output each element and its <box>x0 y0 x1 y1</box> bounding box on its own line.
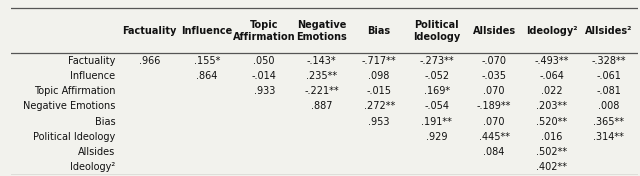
Text: -.070: -.070 <box>481 56 506 66</box>
Text: -.061: -.061 <box>596 71 621 81</box>
Text: Factuality: Factuality <box>122 26 177 36</box>
Text: .022: .022 <box>541 86 563 96</box>
Text: Negative Emotions: Negative Emotions <box>23 101 116 111</box>
Text: .272**: .272** <box>364 101 395 111</box>
Text: .050: .050 <box>253 56 275 66</box>
Text: Influence: Influence <box>70 71 116 81</box>
Text: .365**: .365** <box>593 117 625 127</box>
Text: -.143*: -.143* <box>307 56 337 66</box>
Text: -.064: -.064 <box>539 71 564 81</box>
Text: Factuality: Factuality <box>68 56 116 66</box>
Text: .933: .933 <box>253 86 275 96</box>
Text: .502**: .502** <box>536 147 567 157</box>
Text: .929: .929 <box>426 132 447 142</box>
Text: Bias: Bias <box>367 26 390 36</box>
Text: .520**: .520** <box>536 117 567 127</box>
Text: .169*: .169* <box>424 86 450 96</box>
Text: -.081: -.081 <box>596 86 621 96</box>
Text: .314**: .314** <box>593 132 625 142</box>
Text: Topic Affirmation: Topic Affirmation <box>34 86 116 96</box>
Text: -.054: -.054 <box>424 101 449 111</box>
Text: Allsides: Allsides <box>78 147 116 157</box>
Text: .887: .887 <box>311 101 332 111</box>
Text: -.014: -.014 <box>252 71 276 81</box>
Text: Allsides: Allsides <box>472 26 516 36</box>
Text: -.273**: -.273** <box>419 56 454 66</box>
Text: .966: .966 <box>139 56 160 66</box>
Text: Negative
Emotions: Negative Emotions <box>296 20 347 42</box>
Text: Ideology²: Ideology² <box>525 26 577 36</box>
Text: -.052: -.052 <box>424 71 449 81</box>
Text: Political
Ideology: Political Ideology <box>413 20 460 42</box>
Text: -.015: -.015 <box>367 86 392 96</box>
Text: -.035: -.035 <box>481 71 506 81</box>
Text: .402**: .402** <box>536 162 567 172</box>
Text: Topic
Affirmation: Topic Affirmation <box>233 20 296 42</box>
Text: .016: .016 <box>541 132 562 142</box>
Text: .070: .070 <box>483 117 505 127</box>
Text: -.221**: -.221** <box>305 86 339 96</box>
Text: Ideology²: Ideology² <box>70 162 116 172</box>
Text: -.493**: -.493** <box>534 56 569 66</box>
Text: Political Ideology: Political Ideology <box>33 132 116 142</box>
Text: .953: .953 <box>369 117 390 127</box>
Text: .191**: .191** <box>421 117 452 127</box>
Text: .203**: .203** <box>536 101 567 111</box>
Text: .070: .070 <box>483 86 505 96</box>
Text: .008: .008 <box>598 101 620 111</box>
Text: .235**: .235** <box>306 71 337 81</box>
Text: .084: .084 <box>483 147 505 157</box>
Text: .155*: .155* <box>193 56 220 66</box>
Text: .098: .098 <box>369 71 390 81</box>
Text: .445**: .445** <box>479 132 509 142</box>
Text: Influence: Influence <box>181 26 232 36</box>
Text: Bias: Bias <box>95 117 116 127</box>
Text: -.717**: -.717** <box>362 56 396 66</box>
Text: .864: .864 <box>196 71 218 81</box>
Text: -.189**: -.189** <box>477 101 511 111</box>
Text: -.328**: -.328** <box>592 56 626 66</box>
Text: Allsides²: Allsides² <box>585 26 632 36</box>
